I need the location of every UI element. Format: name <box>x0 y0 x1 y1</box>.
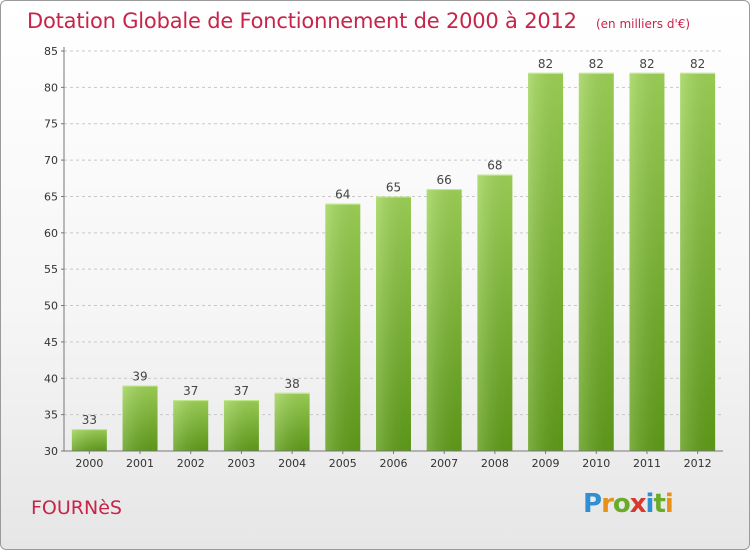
chart-unit: (en milliers d'€) <box>595 17 691 31</box>
bar-shade <box>173 400 209 451</box>
value-label: 82 <box>639 57 654 71</box>
y-tick-label: 85 <box>44 45 58 58</box>
bar-shade <box>223 400 259 451</box>
x-tick-label: 2000 <box>75 457 103 470</box>
y-tick-label: 40 <box>44 372 58 385</box>
axis-layer: 30 35 40 45 50 55 60 65 70 75 80 85 2000 2001 2002 2003… <box>44 45 723 470</box>
y-tick-label: 75 <box>44 118 58 131</box>
value-label: 33 <box>82 413 97 427</box>
x-tick-label: 2006 <box>380 457 408 470</box>
value-label: 66 <box>437 173 452 187</box>
x-tick-label: 2010 <box>582 457 610 470</box>
bar-shade <box>274 392 310 451</box>
bar-shade <box>578 72 614 452</box>
y-tick-label: 50 <box>44 300 58 313</box>
x-tick-label: 2011 <box>633 457 661 470</box>
value-label: 39 <box>132 370 147 384</box>
y-tick-label: 65 <box>44 190 58 203</box>
x-tick-label: 2001 <box>126 457 154 470</box>
proxiti-logo[interactable]: Proxiti <box>583 489 674 519</box>
x-tick-label: 2002 <box>177 457 205 470</box>
y-tick-label: 55 <box>44 263 58 276</box>
value-label: 82 <box>690 57 705 71</box>
x-tick-label: 2004 <box>278 457 306 470</box>
chart-title-row: Dotation Globale de Fonctionnement de 20… <box>27 9 690 33</box>
chart-title: Dotation Globale de Fonctionnement de 20… <box>27 9 577 33</box>
bar-shade <box>376 196 411 451</box>
bar-shade <box>122 385 158 451</box>
value-label: 64 <box>335 188 350 202</box>
x-tick-label: 2008 <box>481 457 509 470</box>
bar-shade <box>629 72 665 452</box>
x-tick-label: 2005 <box>329 457 357 470</box>
x-tick-label: 2009 <box>532 457 560 470</box>
value-label: 37 <box>183 384 198 398</box>
x-tick-label: 2003 <box>227 457 255 470</box>
x-tick-label: 2007 <box>430 457 458 470</box>
y-tick-label: 80 <box>44 81 58 94</box>
bar-shade <box>426 189 462 451</box>
bar-shade <box>325 203 361 451</box>
bar-shade <box>477 174 513 452</box>
value-label: 65 <box>386 180 401 194</box>
value-label: 82 <box>538 57 553 71</box>
commune-name: FOURNèS <box>31 497 122 519</box>
y-tick-label: 35 <box>44 409 58 422</box>
value-label: 38 <box>284 377 299 391</box>
y-tick-label: 45 <box>44 336 58 349</box>
y-tick-label: 70 <box>44 154 58 167</box>
y-tick-label: 60 <box>44 227 58 240</box>
value-label: 68 <box>487 159 502 173</box>
value-label: 82 <box>589 57 604 71</box>
value-label: 37 <box>234 384 249 398</box>
bar-layer: 33 39 37 37 38 64 65 66 68 82 82 82 82 <box>71 57 716 452</box>
bar-shade <box>71 429 107 451</box>
x-tick-label: 2012 <box>684 457 712 470</box>
bar-shade <box>680 72 716 452</box>
bar-shade <box>528 72 564 452</box>
y-tick-label: 30 <box>44 445 58 458</box>
